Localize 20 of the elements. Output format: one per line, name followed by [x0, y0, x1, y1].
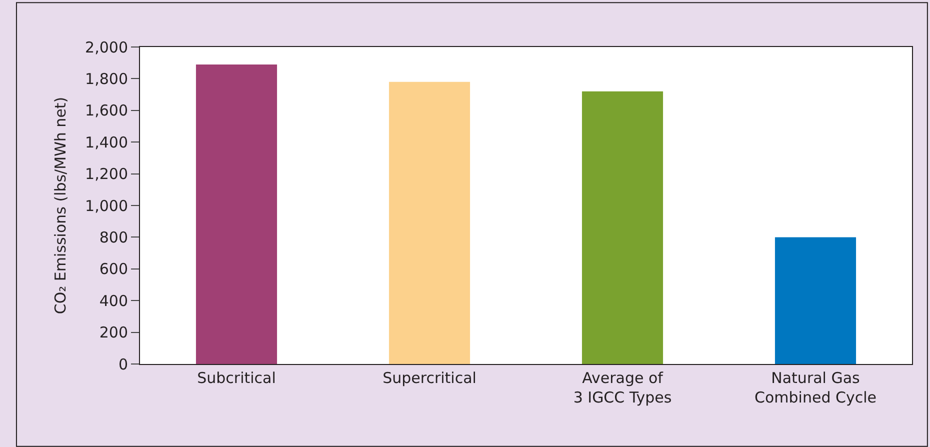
y-tick-label: 2,000	[85, 38, 128, 56]
x-tick-label: Natural Gas Combined Cycle	[754, 369, 876, 406]
x-tick-label: Average of 3 IGCC Types	[573, 369, 672, 406]
x-tick-label: Supercritical	[382, 369, 476, 387]
y-tick-label: 1,200	[85, 165, 128, 184]
bar	[388, 82, 470, 364]
x-tick-label: Subcritical	[197, 369, 276, 387]
bar	[582, 91, 664, 364]
y-tick-label: 400	[99, 292, 128, 310]
y-tick-label: 1,600	[85, 102, 128, 120]
y-tick-label: 1,400	[85, 133, 128, 152]
y-tick-label: 0	[118, 355, 128, 374]
y-tick-label: 1,800	[85, 70, 128, 88]
y-tick-label: 800	[99, 228, 128, 246]
y-axis-title: CO₂ Emissions (lbs/MWh net)	[51, 96, 70, 314]
y-tick-label: 1,000	[85, 196, 128, 215]
bar	[774, 237, 856, 364]
y-tick-label: 200	[99, 324, 128, 342]
bar	[196, 64, 278, 364]
y-tick-label: 600	[99, 260, 128, 278]
